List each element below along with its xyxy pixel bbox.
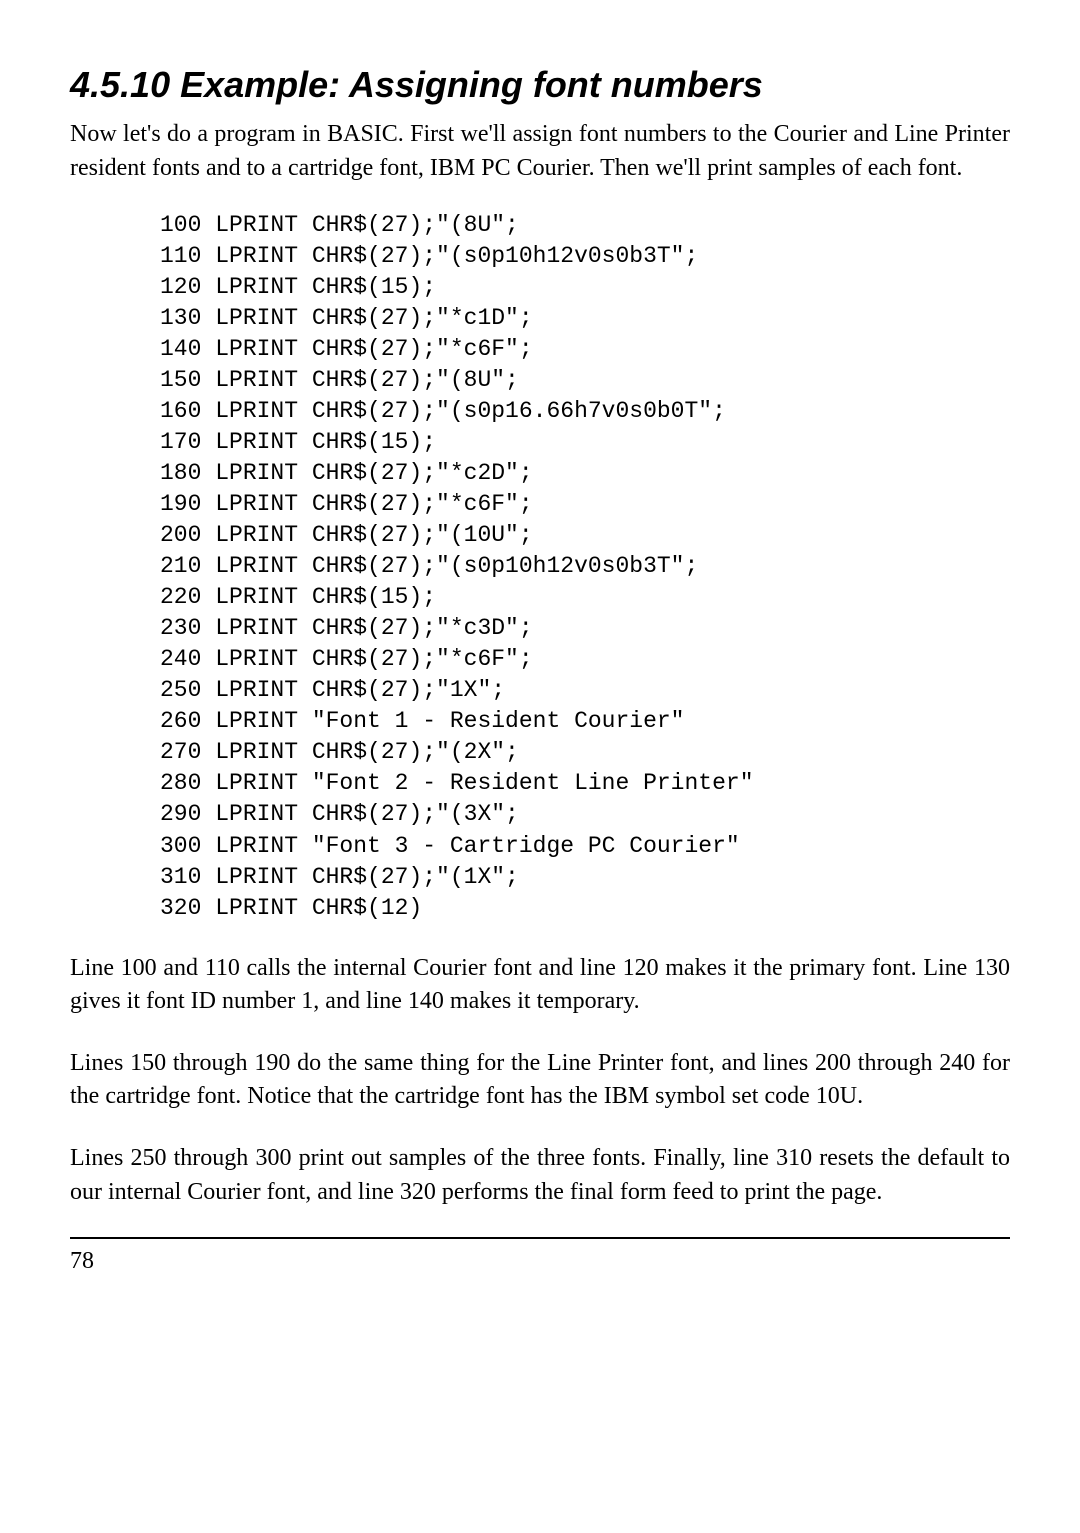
footer-divider: [70, 1237, 1010, 1239]
intro-paragraph: Now let's do a program in BASIC. First w…: [70, 118, 1010, 185]
explanation-paragraph-2: Lines 150 through 190 do the same thing …: [70, 1047, 1010, 1114]
explanation-paragraph-1: Line 100 and 110 calls the internal Cour…: [70, 952, 1010, 1019]
section-heading: 4.5.10 Example: Assigning font numbers: [70, 60, 1010, 110]
code-listing: 100 LPRINT CHR$(27);"(8U"; 110 LPRINT CH…: [160, 210, 1010, 924]
page-number: 78: [70, 1245, 1010, 1279]
explanation-paragraph-3: Lines 250 through 300 print out samples …: [70, 1142, 1010, 1209]
